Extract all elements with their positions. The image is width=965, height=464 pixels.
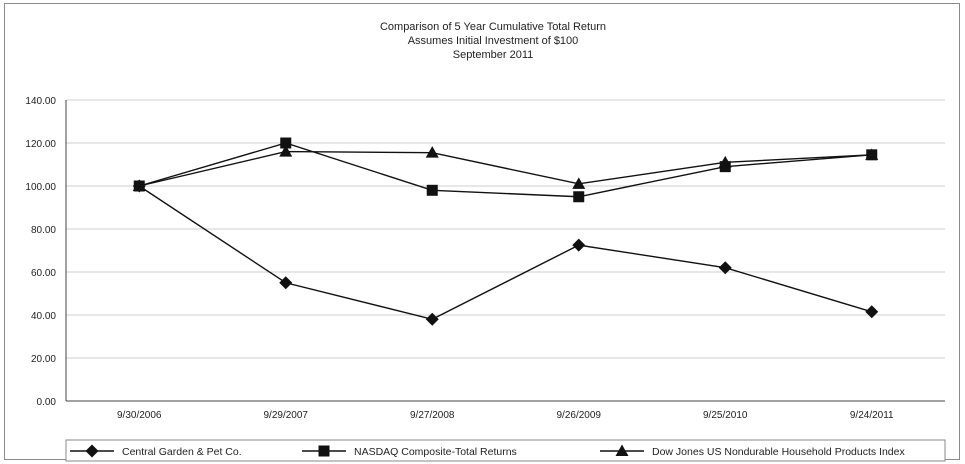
legend-item: Central Garden & Pet Co. — [70, 444, 242, 458]
chart-title: Comparison of 5 Year Cumulative Total Re… — [380, 21, 606, 61]
grid-lines — [65, 99, 945, 402]
series-line — [139, 142, 872, 198]
x-tick-label: 9/26/2009 — [557, 410, 602, 421]
x-tick-label: 9/29/2007 — [264, 410, 309, 421]
y-tick-label: 80.00 — [31, 225, 56, 236]
legend-label: Dow Jones US Nondurable Household Produc… — [652, 446, 905, 458]
data-point — [425, 146, 439, 158]
legend: Central Garden & Pet Co. NASDAQ Composite… — [65, 439, 946, 462]
x-tick-label: 9/30/2006 — [117, 410, 162, 421]
y-tick-label: 20.00 — [31, 354, 56, 365]
data-point — [426, 184, 438, 196]
y-tick-label: 140.00 — [25, 96, 56, 107]
y-tick-label: 120.00 — [25, 139, 56, 150]
x-axis-ticks: 9/30/2006 9/29/2007 9/27/2008 9/26/2009 9/25… — [117, 410, 894, 421]
y-tick-label: 0.00 — [37, 397, 57, 408]
data-point — [425, 312, 439, 326]
data-point — [865, 305, 879, 319]
legend-marker — [318, 445, 330, 457]
chart-frame — [4, 3, 960, 460]
legend-marker — [615, 444, 629, 456]
data-point — [280, 137, 292, 149]
chart-title-line-1: Comparison of 5 Year Cumulative Total Re… — [380, 21, 606, 33]
data-point — [279, 276, 293, 290]
y-tick-label: 100.00 — [25, 182, 56, 193]
chart-title-line-2: Assumes Initial Investment of $100 — [408, 35, 579, 47]
series-line — [139, 150, 872, 187]
legend-marker — [85, 444, 99, 458]
series-line — [138, 185, 872, 321]
data-point — [572, 177, 586, 189]
legend-label: Central Garden & Pet Co. — [122, 446, 242, 458]
chart-title-line-3: September 2011 — [453, 49, 534, 61]
legend-label: NASDAQ Composite-Total Returns — [354, 446, 517, 458]
series-square — [133, 137, 878, 203]
series-triangle — [132, 145, 879, 191]
x-tick-label: 9/24/2011 — [850, 410, 894, 421]
x-tick-label: 9/27/2008 — [410, 410, 455, 421]
data-point — [572, 238, 586, 252]
y-tick-label: 40.00 — [31, 311, 56, 322]
legend-box — [65, 439, 946, 462]
series-group — [132, 137, 879, 326]
data-point — [718, 155, 732, 168]
legend-item: Dow Jones US Nondurable Household Produc… — [600, 444, 905, 458]
data-point — [279, 145, 293, 157]
x-tick-label: 9/25/2010 — [703, 410, 748, 421]
legend-item: NASDAQ Composite-Total Returns — [302, 445, 517, 458]
data-point — [718, 261, 732, 275]
series-diamond — [132, 179, 879, 326]
y-axis-ticks: 0.00 20.00 40.00 60.00 80.00 100.00 120.00 140.… — [25, 96, 56, 408]
data-point — [865, 148, 879, 160]
data-point — [132, 179, 146, 191]
data-point — [573, 191, 585, 203]
y-tick-label: 60.00 — [31, 268, 56, 279]
